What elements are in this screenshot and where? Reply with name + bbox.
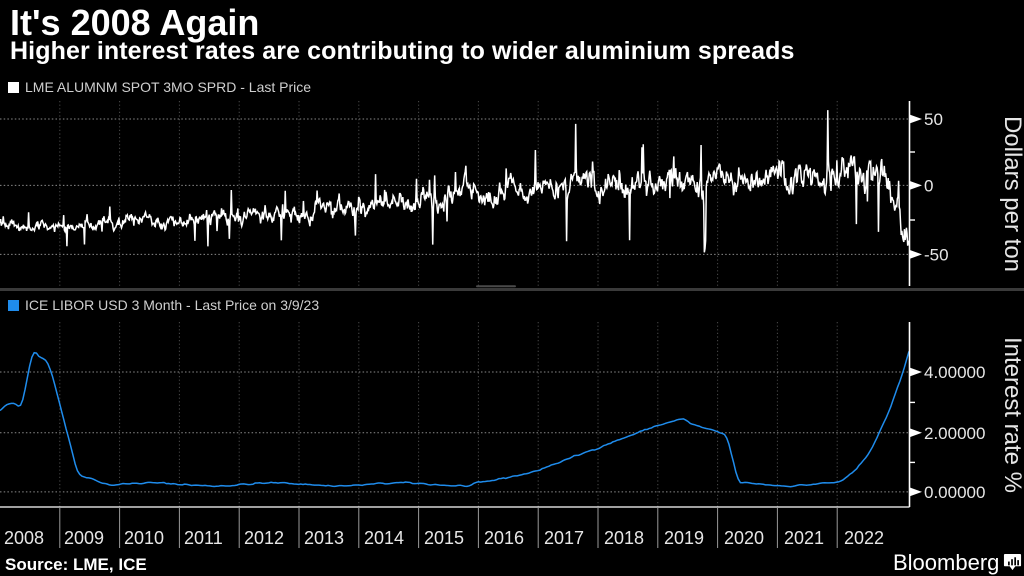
svg-text:0.00000: 0.00000 bbox=[924, 483, 985, 502]
svg-text:2022: 2022 bbox=[844, 528, 884, 548]
svg-text:2016: 2016 bbox=[484, 528, 524, 548]
svg-text:2017: 2017 bbox=[544, 528, 584, 548]
svg-text:2013: 2013 bbox=[304, 528, 344, 548]
svg-text:-50: -50 bbox=[924, 245, 949, 264]
svg-text:2011: 2011 bbox=[184, 528, 223, 548]
svg-text:2020: 2020 bbox=[724, 528, 764, 548]
svg-text:Dollars per ton: Dollars per ton bbox=[999, 116, 1024, 272]
svg-text:2014: 2014 bbox=[364, 528, 404, 548]
svg-text:50: 50 bbox=[924, 110, 943, 129]
svg-text:2008: 2008 bbox=[4, 528, 44, 548]
svg-text:2009: 2009 bbox=[64, 528, 104, 548]
svg-text:2019: 2019 bbox=[664, 528, 704, 548]
svg-text:2012: 2012 bbox=[244, 528, 284, 548]
svg-text:2.00000: 2.00000 bbox=[924, 424, 985, 443]
svg-text:2018: 2018 bbox=[604, 528, 644, 548]
svg-text:2015: 2015 bbox=[424, 528, 464, 548]
svg-text:2010: 2010 bbox=[124, 528, 164, 548]
svg-text:0: 0 bbox=[924, 176, 933, 195]
svg-text:4.00000: 4.00000 bbox=[924, 363, 985, 382]
svg-text:2021: 2021 bbox=[784, 528, 824, 548]
svg-text:Interest rate %: Interest rate % bbox=[999, 337, 1024, 493]
